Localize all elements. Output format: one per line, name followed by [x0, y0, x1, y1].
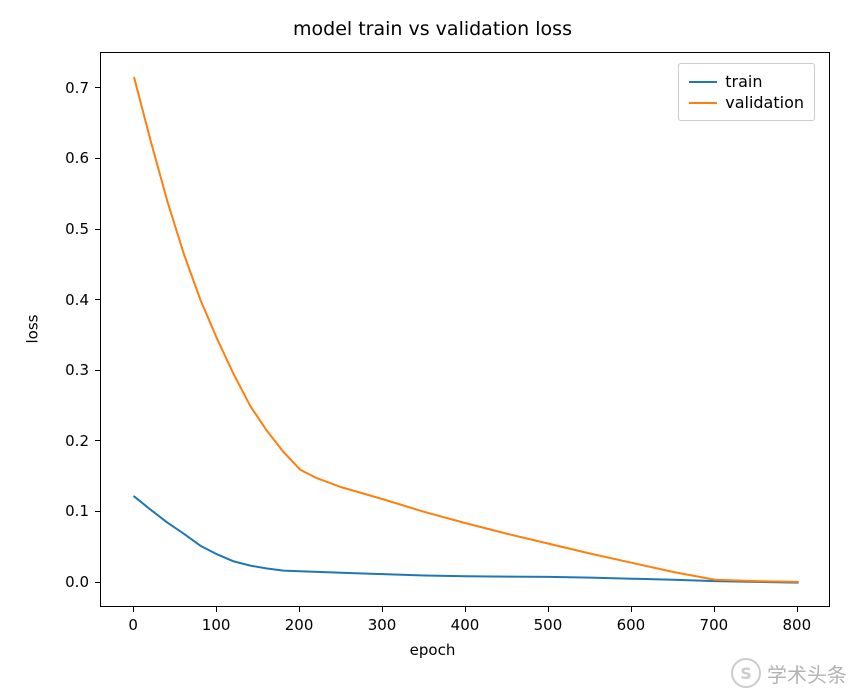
watermark: S 学术头条 — [731, 658, 847, 688]
x-tick-label: 500 — [528, 616, 568, 634]
x-tick-mark — [548, 607, 549, 612]
x-tick-label: 600 — [611, 616, 651, 634]
y-tick-mark — [95, 158, 100, 159]
y-tick-mark — [95, 582, 100, 583]
watermark-text: 学术头条 — [767, 659, 847, 688]
x-axis-label: epoch — [0, 641, 865, 659]
y-tick-label: 0.2 — [55, 432, 89, 450]
y-tick-label: 0.6 — [55, 149, 89, 167]
plot-svg — [101, 53, 831, 608]
x-tick-mark — [299, 607, 300, 612]
x-tick-label: 700 — [694, 616, 734, 634]
x-tick-label: 0 — [113, 616, 153, 634]
x-tick-label: 800 — [777, 616, 817, 634]
x-tick-mark — [797, 607, 798, 612]
x-tick-label: 300 — [362, 616, 402, 634]
legend: train validation — [678, 63, 815, 121]
y-tick-label: 0.1 — [55, 502, 89, 520]
x-tick-mark — [631, 607, 632, 612]
legend-label: train — [725, 72, 762, 91]
figure: model train vs validation loss loss trai… — [0, 0, 865, 700]
plot-area: train validation — [100, 52, 830, 607]
y-tick-mark — [95, 440, 100, 441]
y-tick-label: 0.3 — [55, 361, 89, 379]
series-validation — [134, 78, 798, 582]
x-tick-label: 200 — [279, 616, 319, 634]
x-tick-mark — [133, 607, 134, 612]
y-tick-mark — [95, 229, 100, 230]
wechat-icon: S — [731, 658, 761, 688]
y-tick-mark — [95, 511, 100, 512]
legend-item-train: train — [689, 72, 804, 91]
series-train — [134, 496, 798, 582]
x-tick-label: 400 — [445, 616, 485, 634]
legend-swatch — [689, 81, 717, 83]
x-tick-label: 100 — [196, 616, 236, 634]
chart-title: model train vs validation loss — [0, 18, 865, 40]
legend-swatch — [689, 102, 717, 104]
x-tick-mark — [714, 607, 715, 612]
y-tick-mark — [95, 87, 100, 88]
x-tick-mark — [382, 607, 383, 612]
x-tick-mark — [216, 607, 217, 612]
y-tick-mark — [95, 370, 100, 371]
y-tick-label: 0.5 — [55, 220, 89, 238]
y-tick-label: 0.0 — [55, 573, 89, 591]
x-tick-mark — [465, 607, 466, 612]
y-tick-label: 0.7 — [55, 79, 89, 97]
y-tick-mark — [95, 299, 100, 300]
legend-item-validation: validation — [689, 93, 804, 112]
y-axis-label: loss — [23, 314, 41, 343]
y-tick-label: 0.4 — [55, 291, 89, 309]
legend-label: validation — [725, 93, 804, 112]
